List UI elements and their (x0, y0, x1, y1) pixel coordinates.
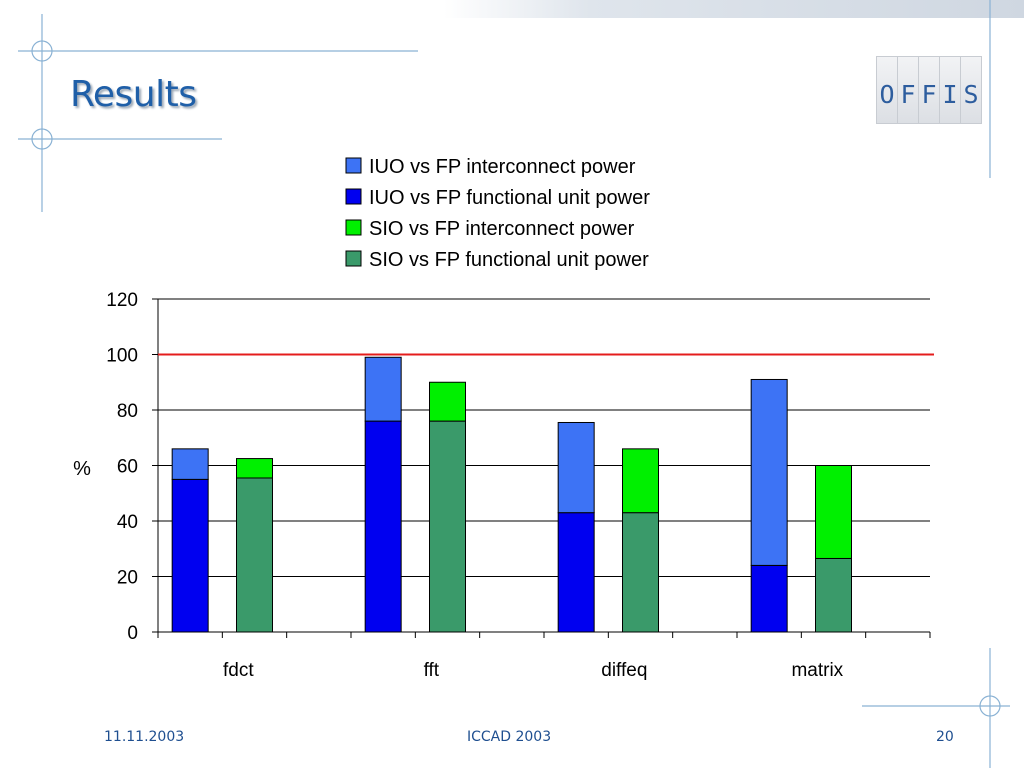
y-tick-label: 20 (117, 568, 138, 589)
category-label: fdct (223, 660, 254, 681)
logo-letter: I (940, 57, 961, 123)
y-tick-label: 40 (117, 512, 138, 533)
y-tick-label: 120 (106, 290, 138, 311)
logo-letter: S (963, 79, 979, 109)
bar-segment (815, 465, 852, 559)
logo-letter: F (919, 57, 940, 123)
footer-page-number: 20 (936, 729, 954, 745)
bar-segment (557, 512, 595, 633)
bar-segment (364, 420, 402, 633)
category-label: matrix (791, 660, 843, 681)
legend-swatch (345, 157, 362, 174)
logo-letter: F (898, 57, 919, 123)
legend-swatch (345, 219, 362, 236)
y-tick-label: 80 (117, 401, 138, 422)
bar-segment (364, 356, 402, 422)
header-gradient-band (444, 0, 1024, 18)
legend-label: IUO vs FP interconnect power (369, 156, 636, 178)
legend-label: IUO vs FP functional unit power (369, 187, 650, 209)
page-title: Results (70, 74, 197, 115)
y-tick-label: 100 (106, 346, 138, 367)
y-axis-label: % (73, 458, 91, 480)
bar-segment (429, 381, 466, 422)
logo-letter: O (877, 57, 898, 123)
bar-segment (429, 420, 466, 633)
footer-date: 11.11.2003 (104, 729, 185, 745)
legend-swatch (345, 188, 362, 205)
bar-segment (750, 564, 788, 633)
bar-segment (171, 478, 209, 633)
y-tick-label: 0 (127, 623, 138, 644)
bar-segment (622, 512, 659, 633)
bar-segment (750, 378, 788, 566)
legend-swatch (345, 250, 362, 267)
bar-segment (236, 477, 273, 633)
bar-segment (557, 421, 595, 514)
legend-label: SIO vs FP functional unit power (369, 249, 649, 271)
category-label: fft (424, 660, 440, 681)
bar-segment (622, 448, 659, 514)
bar-segment (236, 458, 273, 479)
category-label: diffeq (601, 660, 647, 681)
bar-segment (171, 448, 209, 480)
offis-logo: O F F I S (876, 56, 982, 124)
legend-label: SIO vs FP interconnect power (369, 218, 635, 240)
bar-segment (815, 557, 852, 633)
y-tick-label: 60 (117, 457, 138, 478)
footer-conference: ICCAD 2003 (467, 729, 552, 745)
